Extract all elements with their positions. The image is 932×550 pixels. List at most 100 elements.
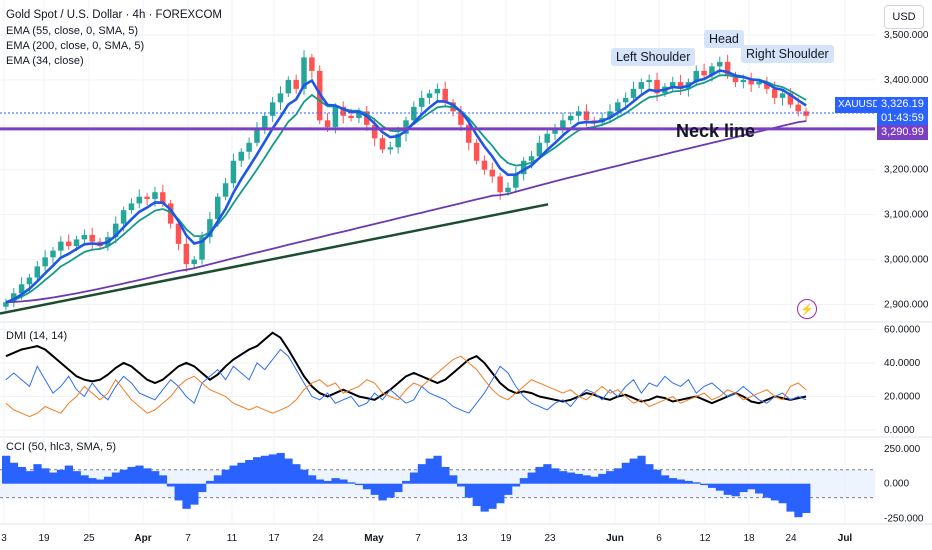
indicator-ema200[interactable]: EMA (200, close, 0, SMA, 5) [6,40,145,52]
x-tick-label: 12 [699,533,711,544]
candle-body [81,234,88,240]
last-price-tag: 3,326.19 [877,97,928,112]
candle-body [709,66,715,76]
y-tick-label: 2,900.000 [884,300,929,311]
cci-bar [747,483,756,490]
cci-bar [9,462,19,484]
cci-bar [17,466,26,484]
candle-body [65,241,72,247]
candle-body [113,223,119,238]
cci-bar [119,469,128,484]
candle-body [364,111,370,125]
cci-bar [33,464,42,484]
cci-bar [64,465,74,484]
cci-bar [786,483,795,512]
y-tick-label: 3,000.000 [884,255,929,266]
cci-bar [56,469,66,484]
candle-body [473,142,480,161]
cci-bar [519,478,528,484]
candle-body [654,79,660,94]
candle-body [58,241,64,251]
indicator-ema34[interactable]: EMA (34, close) [6,55,84,67]
cci-bar [386,483,395,498]
dmi-label[interactable]: DMI (14, 14) [6,330,68,342]
cci-bar [174,483,183,501]
candle-body [442,88,448,103]
y-tick-label: 20.0000 [884,391,921,402]
cci-bar [96,479,105,484]
cci-bar [582,475,591,484]
cci-bar [488,483,497,509]
candle-body [717,61,723,67]
candle-body [207,219,213,238]
cci-bar [292,464,301,484]
cci-bar [551,468,560,484]
lightning-icon[interactable]: ⚡ [797,299,817,319]
candle-body [489,169,496,177]
cci-bar [300,469,309,484]
dmi-pane [5,331,807,418]
cci-bar [660,475,670,484]
x-tick-label: Jun [606,533,624,544]
candle-body [756,82,762,85]
cci-bar [723,483,732,495]
cci-bar [347,482,356,484]
cci-bar [511,483,521,487]
left-shoulder-label: Left Shoulder [611,48,696,66]
candle-body [128,203,135,211]
cci-bar [370,483,379,495]
cci-bar [480,483,489,512]
cci-bar [111,472,121,484]
candle-body [787,93,794,105]
cci-bar [621,462,630,484]
cci-label[interactable]: CCI (50, hlc3, SMA, 5) [6,441,117,453]
x-tick-label: 13 [456,533,468,544]
candle-body [183,243,190,265]
cci-bar [127,466,136,484]
cci-bar [574,473,583,484]
candle-body [222,183,229,197]
cci-bar [449,475,458,484]
cci-bar [558,471,568,484]
cci-bar [276,452,285,484]
candle-body [434,88,441,94]
y-tick-label: 0.0000 [884,425,915,436]
x-tick-label: 17 [268,533,280,544]
right-shoulder-label: Right Shoulder [741,45,834,63]
cci-bar [456,483,466,487]
candle-body [646,79,652,83]
candle-body [348,115,354,119]
candle-body [403,120,409,134]
cci-bar [135,465,144,484]
candle-body [513,174,519,188]
indicator-ema55[interactable]: EMA (55, close, 0, SMA, 5) [6,25,139,37]
currency-button[interactable]: USD [884,5,924,29]
y-tick-label: 60.0000 [884,324,921,335]
cci-bar [684,480,693,484]
candle-body [630,88,637,98]
candle-body [764,82,770,89]
candle-body [309,57,315,71]
candle-body [505,187,511,193]
cci-bar [629,458,638,484]
candle-body [458,111,464,125]
x-tick-label: 11 [227,533,238,544]
cci-bar [323,480,332,484]
y-tick-label: 3,200.000 [884,165,929,176]
cci-bar [527,472,536,484]
candle-body [795,104,801,112]
candle-body [411,106,417,121]
candle-body [748,79,754,85]
cci-bar [315,479,325,484]
cci-bar [739,483,748,493]
candle-body [615,102,621,112]
cci-bar [25,471,34,484]
candle-body [560,120,566,130]
candle-body [3,302,9,307]
di-plus-line [5,348,807,414]
cci-bar [472,483,481,507]
candle-body [167,203,174,224]
candle-body [638,82,645,89]
cci-bar [496,483,505,504]
